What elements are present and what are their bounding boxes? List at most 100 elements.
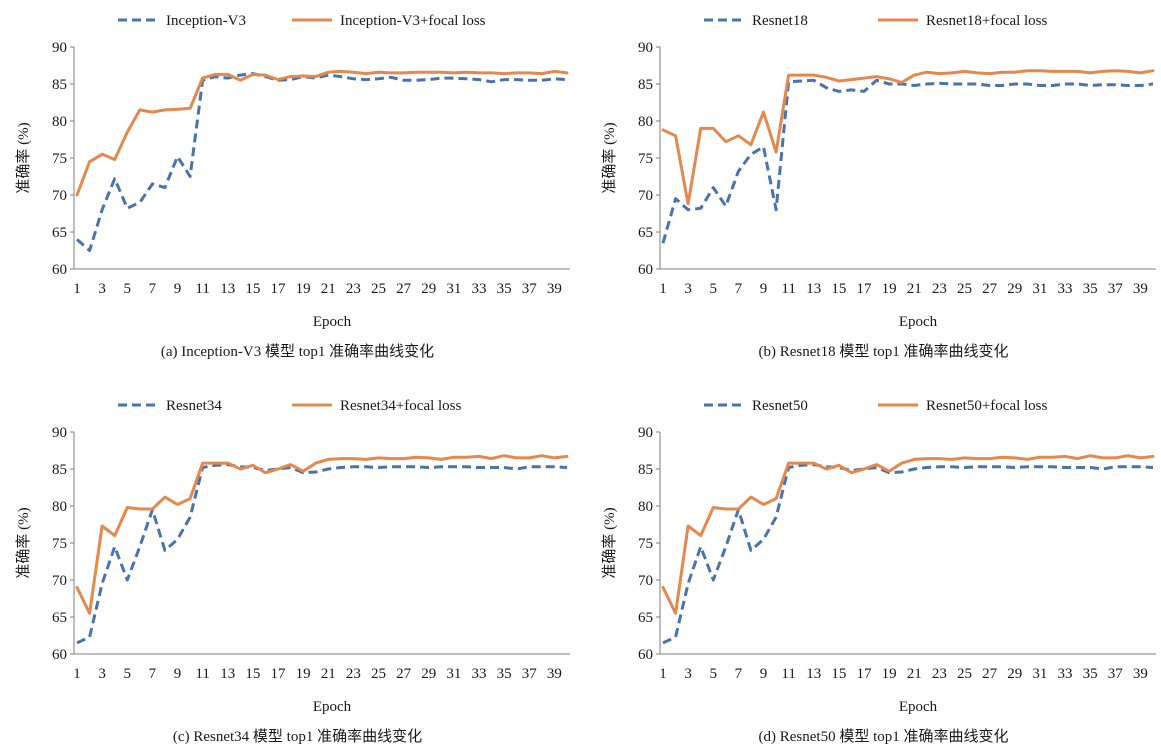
y-tick-label: 90 (52, 425, 67, 441)
x-tick-label: 27 (396, 281, 412, 297)
y-tick-label: 70 (52, 573, 67, 589)
x-tick-label: 17 (271, 281, 287, 297)
x-tick-label: 9 (174, 666, 182, 682)
y-tick-label: 90 (52, 40, 67, 56)
x-tick-label: 15 (245, 666, 260, 682)
chart-panel-c: 60 65 70 75 80 85 90 1 3 5 7 9 11 13 15 17 19 21 23 25 27 29 3… (0, 385, 575, 755)
y-axis-title: 准确率 (%) (601, 122, 618, 193)
y-axis-title: 准确率 (%) (15, 122, 32, 193)
x-tick-label: 7 (149, 666, 157, 682)
x-tick-label: 1 (659, 666, 667, 682)
x-tick-label: 9 (760, 666, 768, 682)
x-tick-label: 33 (472, 666, 487, 682)
series-line-baseline (76, 72, 568, 252)
y-axis-title: 准确率 (%) (601, 507, 618, 578)
x-axis-title: Epoch (313, 699, 352, 715)
x-tick-label: 33 (1058, 666, 1073, 682)
x-tick-label: 11 (781, 666, 795, 682)
y-tick-label: 70 (638, 188, 653, 204)
x-tick-label: 23 (932, 666, 947, 682)
y-tick-label: 85 (52, 462, 67, 478)
x-tick-label: 37 (522, 281, 538, 297)
chart-panel-d: 60 65 70 75 80 85 90 1 3 5 7 9 11 13 15 17 19 21 23 25 27 29 3… (586, 385, 1161, 755)
y-tick-label: 80 (638, 499, 653, 515)
series-line-baseline (662, 463, 1154, 645)
series-line-focal (75, 69, 569, 197)
x-tick-label: 19 (882, 281, 897, 297)
legend-label: Inception-V3+focal loss (340, 13, 486, 29)
x-tick-label: 39 (547, 281, 562, 297)
x-tick-label: 1 (73, 281, 81, 297)
y-tick-label: 65 (52, 610, 67, 626)
x-tick-label: 27 (982, 666, 998, 682)
x-tick-label: 31 (446, 666, 461, 682)
x-tick-label: 17 (271, 666, 287, 682)
y-axis-title: 准确率 (%) (15, 507, 32, 578)
x-tick-label: 27 (396, 666, 412, 682)
y-tick-label: 60 (52, 262, 67, 278)
x-tick-label: 35 (1083, 281, 1098, 297)
x-tick-label: 23 (346, 666, 361, 682)
x-tick-label: 39 (1133, 666, 1148, 682)
legend-label: Resnet50 (752, 398, 808, 414)
legend-label: Resnet34 (166, 398, 222, 414)
x-tick-label: 31 (1032, 666, 1047, 682)
x-tick-label: 5 (124, 281, 132, 297)
series-line-focal (75, 454, 569, 615)
x-tick-label: 19 (882, 666, 897, 682)
y-tick-label: 85 (52, 77, 67, 93)
legend-label: Resnet50+focal loss (926, 398, 1048, 414)
x-tick-label: 17 (857, 281, 873, 297)
y-tick-label: 65 (638, 610, 653, 626)
figure-caption: (d) Resnet50 模型 top1 准确率曲线变化 (759, 728, 1009, 745)
figure-caption: (c) Resnet34 模型 top1 准确率曲线变化 (173, 728, 422, 745)
y-tick-label: 85 (638, 77, 653, 93)
y-tick-label: 60 (52, 647, 67, 663)
x-tick-label: 29 (421, 281, 436, 297)
figure-caption: (a) Inception-V3 模型 top1 准确率曲线变化 (161, 343, 434, 360)
x-tick-label: 33 (1058, 281, 1073, 297)
x-tick-label: 31 (446, 281, 461, 297)
x-axis-title: Epoch (313, 314, 352, 330)
x-tick-label: 21 (907, 281, 922, 297)
x-tick-label: 3 (684, 666, 692, 682)
y-tick-label: 60 (638, 262, 653, 278)
x-tick-label: 5 (710, 666, 718, 682)
x-tick-label: 3 (98, 666, 106, 682)
x-tick-label: 37 (522, 666, 538, 682)
x-tick-label: 21 (321, 281, 336, 297)
x-tick-label: 25 (371, 281, 386, 297)
y-tick-label: 75 (52, 536, 67, 552)
x-tick-label: 5 (710, 281, 718, 297)
y-tick-label: 80 (52, 499, 67, 515)
y-tick-label: 90 (638, 425, 653, 441)
x-tick-label: 5 (124, 666, 132, 682)
y-tick-label: 80 (638, 114, 653, 130)
x-tick-label: 11 (195, 281, 209, 297)
x-tick-label: 27 (982, 281, 998, 297)
y-tick-label: 75 (52, 151, 67, 167)
series-line-baseline (661, 78, 1154, 244)
figure-caption: (b) Resnet18 模型 top1 准确率曲线变化 (759, 343, 1009, 360)
x-tick-label: 25 (957, 666, 972, 682)
x-tick-label: 21 (907, 666, 922, 682)
x-tick-label: 17 (857, 666, 873, 682)
y-tick-label: 85 (638, 462, 653, 478)
series-line-baseline (76, 463, 568, 645)
x-tick-label: 31 (1032, 281, 1047, 297)
y-tick-label: 80 (52, 114, 67, 130)
x-tick-label: 7 (735, 281, 743, 297)
x-tick-label: 35 (1083, 666, 1098, 682)
x-tick-label: 33 (472, 281, 487, 297)
series-line-focal (661, 454, 1155, 615)
x-tick-label: 25 (957, 281, 972, 297)
x-tick-label: 29 (1007, 281, 1022, 297)
x-tick-label: 15 (831, 281, 846, 297)
x-tick-label: 11 (195, 666, 209, 682)
x-tick-label: 15 (245, 281, 260, 297)
x-tick-label: 3 (684, 281, 692, 297)
